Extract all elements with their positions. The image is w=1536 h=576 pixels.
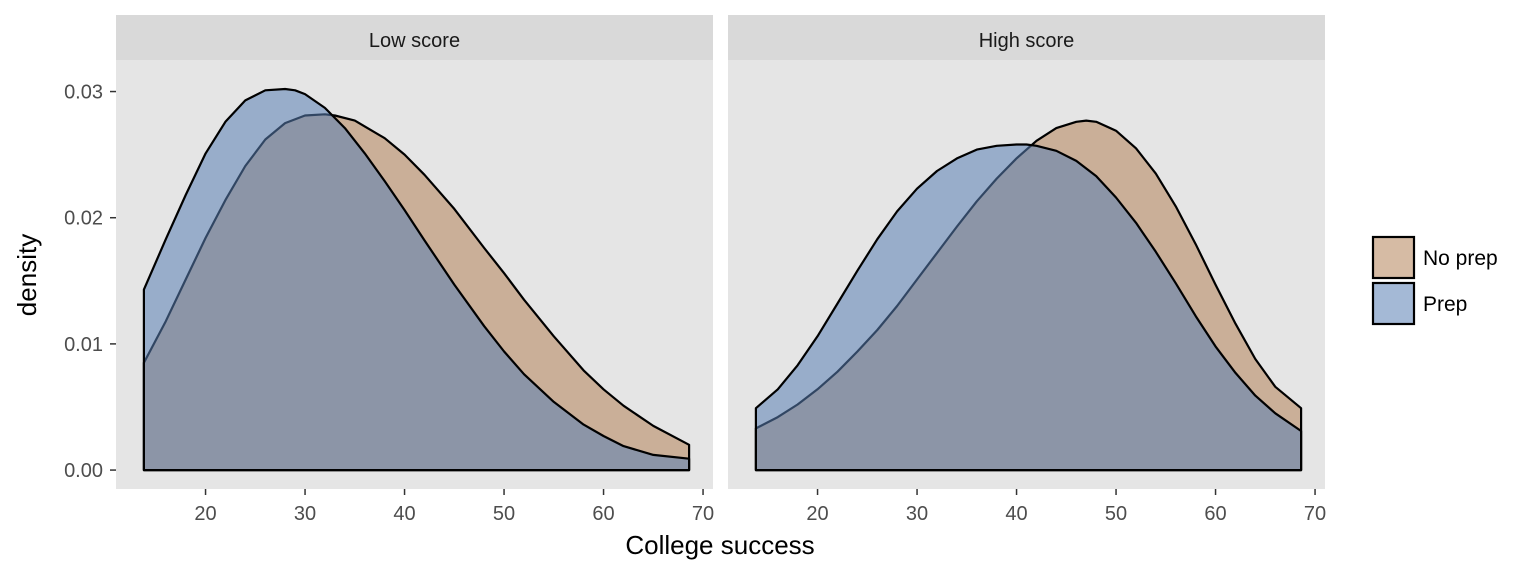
- panel-strip-high-score: [728, 15, 1325, 60]
- panel-high-score: High score 20 30 40 50 60 70: [728, 15, 1326, 525]
- x-tick-label: 70: [692, 503, 714, 525]
- y-tick-label: 0.01: [64, 334, 103, 356]
- x-tick-label: 40: [1005, 503, 1027, 525]
- y-tick-label: 0.00: [64, 460, 103, 482]
- x-tick-label: 70: [1304, 503, 1326, 525]
- legend-label-no-prep: No prep: [1423, 247, 1498, 270]
- density-area-prep-low-score: [142, 87, 691, 472]
- panel-title-low-score: Low score: [369, 30, 460, 52]
- y-tick-label: 0.03: [64, 82, 103, 104]
- legend-swatch-prep: [1371, 281, 1416, 326]
- density-areas-high-score: [754, 119, 1303, 472]
- legend: No prep Prep: [1371, 235, 1498, 326]
- panel-low-score: Low score 20 30 40 50 60 70: [116, 15, 714, 525]
- x-tick-label: 50: [493, 503, 515, 525]
- x-tick-label: 60: [592, 503, 614, 525]
- x-tick-label: 40: [393, 503, 415, 525]
- y-axis: 0.00 0.01 0.02 0.03: [64, 82, 116, 482]
- x-tick-label: 20: [194, 503, 216, 525]
- x-axis-title: College success: [625, 530, 814, 560]
- legend-swatch-no-prep: [1371, 235, 1416, 280]
- density-area-prep-high-score: [754, 143, 1303, 472]
- panel-strip-low-score: [116, 15, 713, 60]
- x-tick-label: 30: [294, 503, 316, 525]
- y-axis-title: density: [12, 234, 42, 316]
- panel-title-high-score: High score: [979, 30, 1075, 52]
- density-areas-low-score: [142, 87, 691, 472]
- x-tick-label: 60: [1204, 503, 1226, 525]
- y-tick-label: 0.02: [64, 208, 103, 230]
- legend-label-prep: Prep: [1423, 293, 1467, 316]
- x-axis-high-score: 20 30 40 50 60 70: [806, 489, 1326, 525]
- x-tick-label: 30: [906, 503, 928, 525]
- x-tick-label: 20: [806, 503, 828, 525]
- x-axis-low-score: 20 30 40 50 60 70: [194, 489, 714, 525]
- x-tick-label: 50: [1105, 503, 1127, 525]
